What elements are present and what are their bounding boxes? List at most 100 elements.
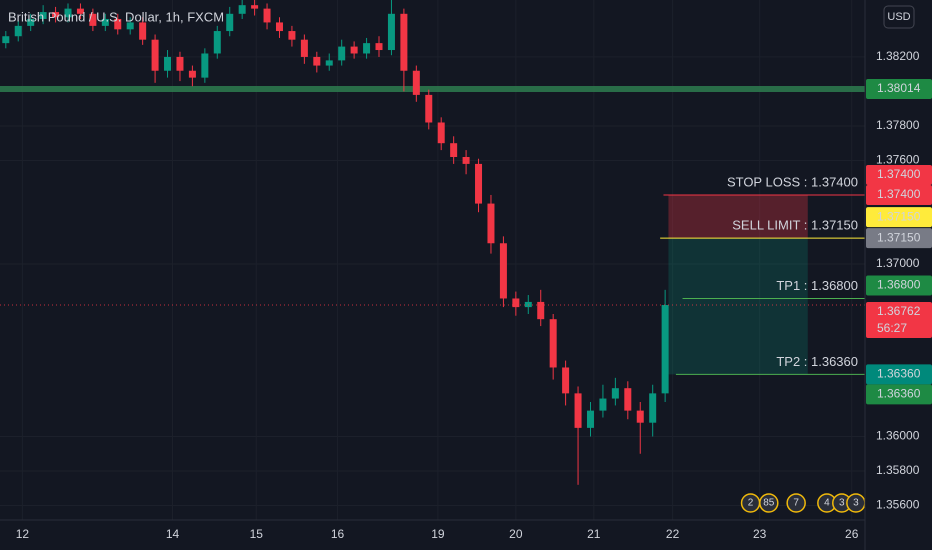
candle-body	[562, 367, 570, 394]
stop-zone	[668, 194, 808, 239]
x-tick-label: 23	[753, 527, 767, 541]
candle-body	[238, 5, 246, 14]
candle-body	[300, 39, 308, 57]
candle-body	[661, 305, 669, 394]
candle-body	[188, 70, 196, 78]
candle-body	[537, 301, 545, 320]
x-tick-label: 19	[431, 527, 445, 541]
x-tick-label: 12	[16, 527, 30, 541]
currency-button[interactable]	[883, 5, 915, 29]
x-tick-label: 26	[845, 527, 859, 541]
candle-body	[649, 393, 657, 423]
countdown: 56:27	[877, 321, 907, 335]
event-icon	[759, 493, 779, 513]
candle-body	[288, 31, 296, 40]
candle-body	[375, 43, 383, 51]
candle-body	[52, 12, 60, 18]
candle-body	[412, 70, 420, 95]
candle-body	[611, 388, 619, 399]
candle-body	[14, 25, 22, 37]
candle-body	[101, 18, 109, 26]
candle-body	[350, 46, 358, 54]
plot-area: STOP LOSS : 1.37400 SELL LIMIT : 1.37150 T…	[0, 0, 866, 513]
candle-body	[487, 203, 495, 244]
candle-body	[226, 13, 234, 32]
candle-body	[425, 94, 433, 123]
candle-body	[512, 298, 520, 308]
price-label: 1.36360	[877, 387, 921, 401]
x-tick-label: 16	[331, 527, 345, 541]
candle-body	[275, 22, 283, 32]
price-label: 1.37400	[877, 187, 921, 201]
candle-body	[387, 13, 395, 51]
candle-body	[363, 43, 371, 54]
event-count: 3	[839, 498, 845, 509]
order-label: TP1 : 1.36800	[776, 278, 858, 293]
candle-body	[114, 18, 122, 30]
chart-title: British Pound / U.S. Dollar, 1h, FXCM	[8, 9, 224, 24]
x-tick-label: 15	[250, 527, 264, 541]
candle-body	[599, 398, 607, 411]
candle-body	[201, 53, 209, 78]
event-count: 7	[793, 498, 799, 509]
order-label: STOP LOSS : 1.37400	[727, 174, 858, 189]
candle-body	[126, 22, 134, 30]
event-count: 85	[763, 498, 775, 509]
candle-body	[524, 301, 532, 308]
candle-body	[213, 31, 221, 54]
y-tick-label: 1.35800	[876, 463, 920, 477]
price-label: 1.36762	[877, 304, 921, 318]
candle-body	[624, 388, 632, 411]
price-label-box	[866, 79, 932, 100]
candle-body	[89, 13, 97, 26]
target-zone	[668, 238, 808, 375]
candle-body	[586, 410, 594, 428]
candle-body	[475, 163, 483, 204]
candle-body	[64, 8, 72, 18]
price-label-box	[866, 275, 932, 296]
candle-body	[499, 243, 507, 299]
price-label-box	[866, 164, 932, 185]
candle-body	[139, 22, 147, 40]
price-label: 1.37150	[877, 209, 921, 223]
candle-body	[251, 5, 259, 9]
y-tick-label: 1.37600	[876, 153, 920, 167]
candle-body	[27, 18, 35, 26]
price-label: 1.37150	[877, 230, 921, 244]
candle-body	[325, 60, 333, 66]
price-label: 1.36360	[877, 367, 921, 381]
candle-body	[636, 410, 644, 423]
price-label-box	[866, 184, 932, 205]
candle-body	[39, 12, 47, 19]
order-label: SELL LIMIT : 1.37150	[732, 218, 858, 233]
candle-body	[313, 56, 321, 66]
y-tick-label: 1.37000	[876, 256, 920, 270]
price-label-box	[866, 302, 932, 339]
candle-body	[151, 39, 159, 71]
candle-body	[76, 8, 84, 14]
x-tick-label: 21	[587, 527, 601, 541]
price-label: 1.38014	[877, 81, 921, 95]
event-count: 2	[748, 498, 754, 509]
y-tick-label: 1.35600	[876, 498, 920, 512]
candle-body	[549, 319, 557, 368]
event-count: 3	[853, 498, 859, 509]
candle-body	[164, 56, 172, 71]
price-label-box	[866, 207, 932, 228]
candle-body	[462, 157, 470, 164]
event-count: 4	[824, 498, 830, 509]
axes: 1.38200 1.37800 1.37600 1.37000 1.36000 1.358…	[16, 49, 932, 541]
price-label-box	[866, 228, 932, 249]
candle-body	[176, 56, 184, 71]
candle-body	[450, 143, 458, 158]
candle-body	[2, 36, 10, 44]
price-label: 1.36800	[877, 278, 921, 292]
y-tick-label: 1.36000	[876, 429, 920, 443]
candle-body	[400, 13, 408, 71]
price-label-box	[866, 364, 932, 385]
x-tick-label: 22	[666, 527, 680, 541]
currency[interactable]: USD	[887, 11, 910, 23]
event-icon	[786, 493, 806, 513]
